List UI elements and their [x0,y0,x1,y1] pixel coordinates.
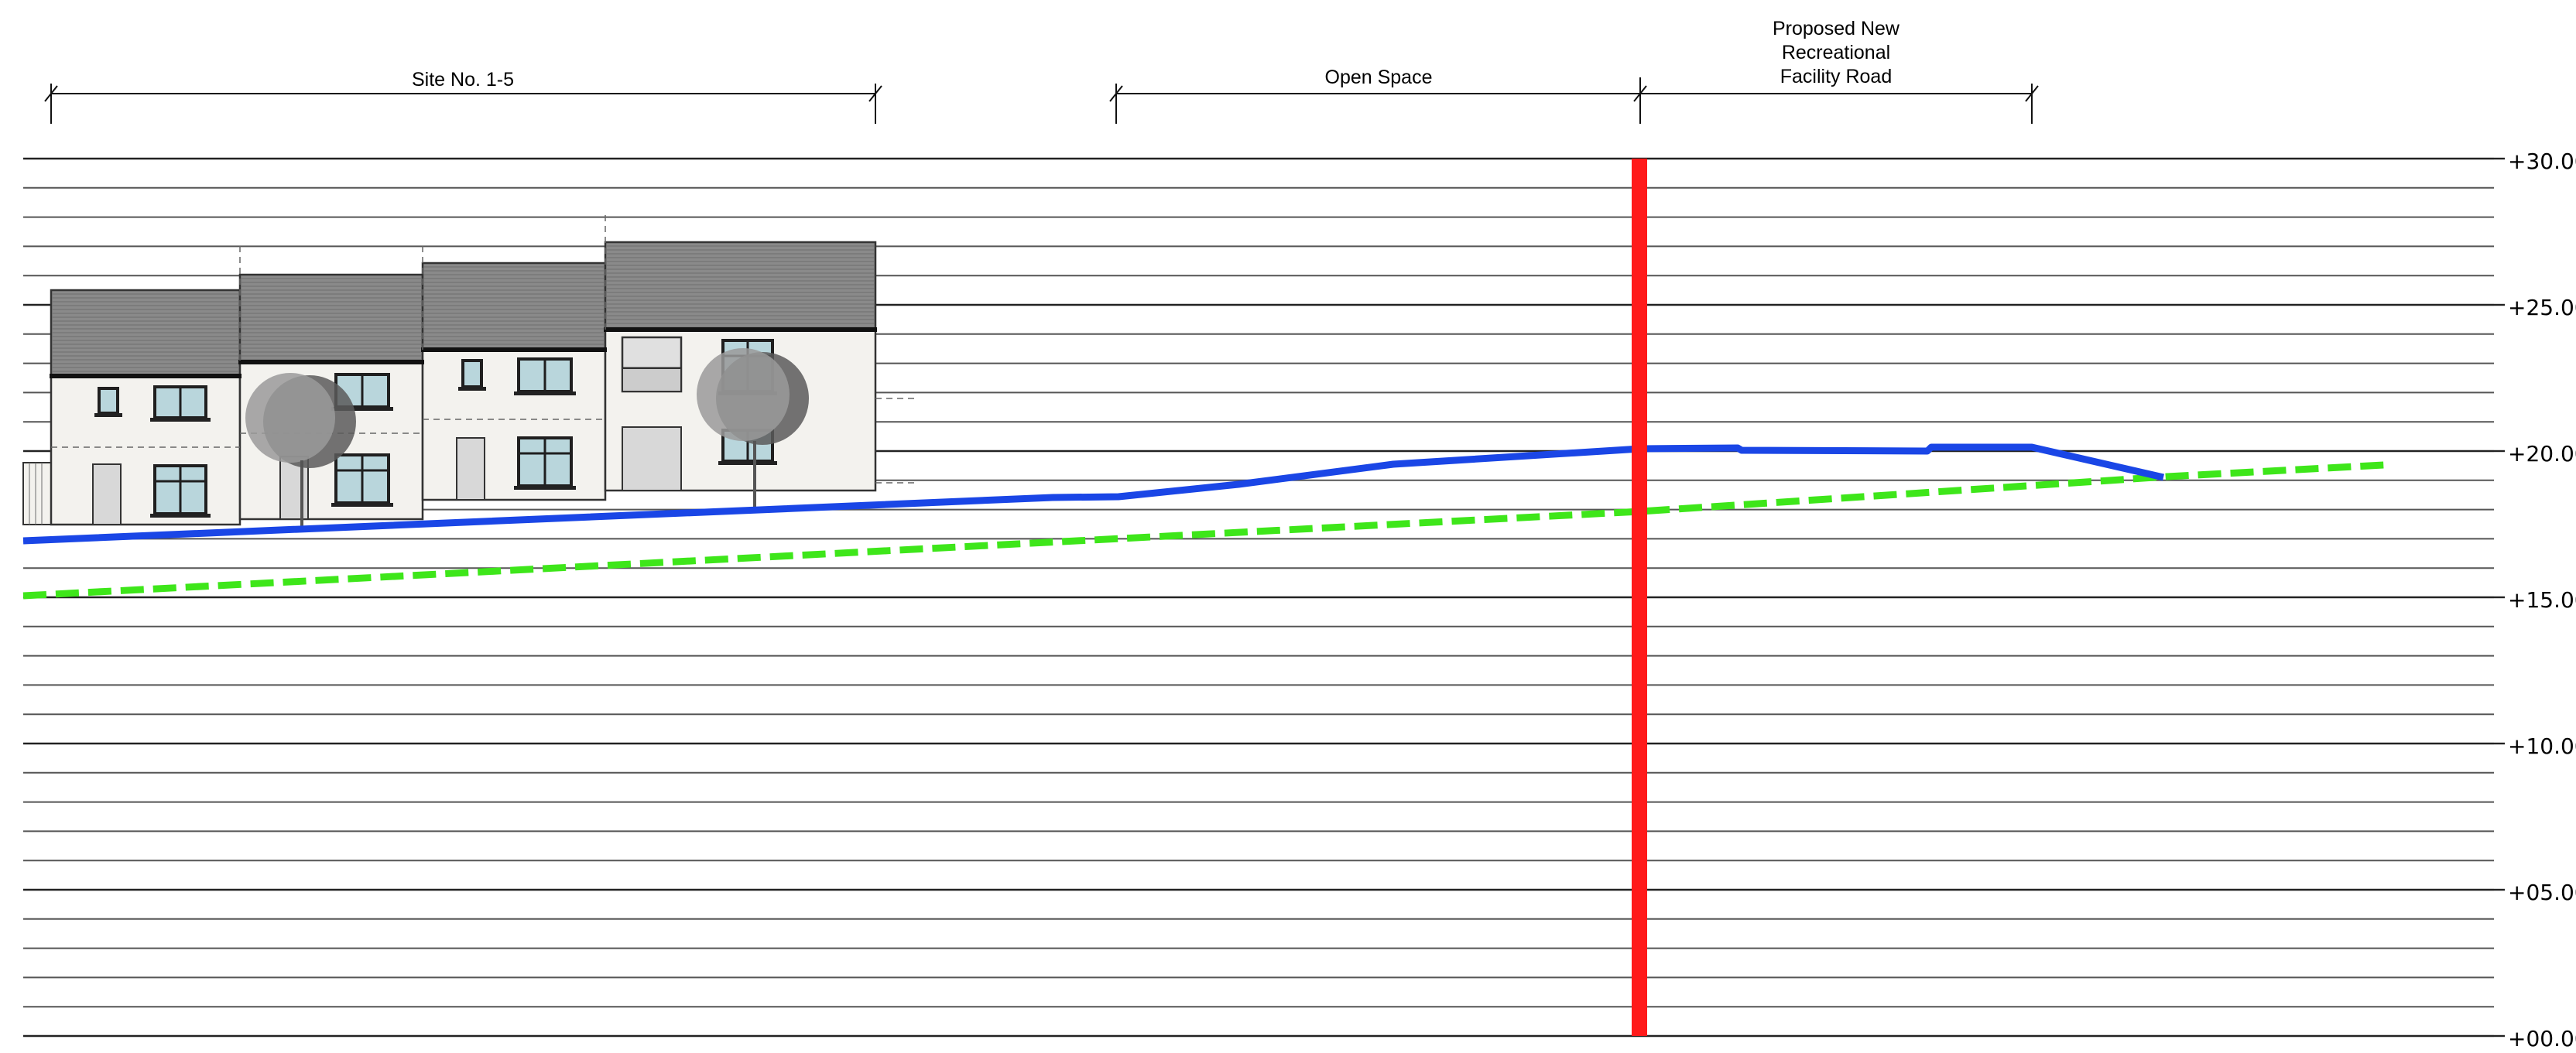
level-label-05: +05.00 [2508,880,2576,905]
road-label-line-1: Proposed New [1773,18,1900,39]
roof [238,273,424,364]
level-label-20: +20.00 [2508,441,2576,467]
level-label-30: +30.00 [2508,149,2576,174]
house-wall [50,374,242,526]
level-labels: +30.00 +25.00 +20.00 +15.00 +10.00 +05.0… [2508,149,2576,1051]
road-label-line-3: Facility Road [1780,66,1893,87]
window [98,387,119,415]
door [456,437,485,501]
garage-door [622,426,682,491]
ground-level-line [22,443,2165,545]
roof [604,241,877,331]
dimension-lines: Site No. 1-5 Open Space Proposed New Rec… [44,18,2039,124]
level-label-15: +15.00 [2508,587,2576,613]
level-label-10: +10.00 [2508,733,2576,759]
proposed-level-line [22,461,2385,600]
house-wall [421,348,607,501]
level-label-00: +00.00 [2508,1026,2576,1051]
section-line [1632,159,1647,1036]
road-label-line-2: Recreational [1782,42,1890,63]
roof [421,262,607,351]
tree-icon [697,348,809,511]
level-label-25: +25.00 [2508,295,2576,320]
tree-icon [245,373,356,526]
open-space-label: Open Space [1325,67,1433,88]
site-label: Site No. 1-5 [412,69,514,91]
door [92,463,122,525]
window [461,359,483,388]
